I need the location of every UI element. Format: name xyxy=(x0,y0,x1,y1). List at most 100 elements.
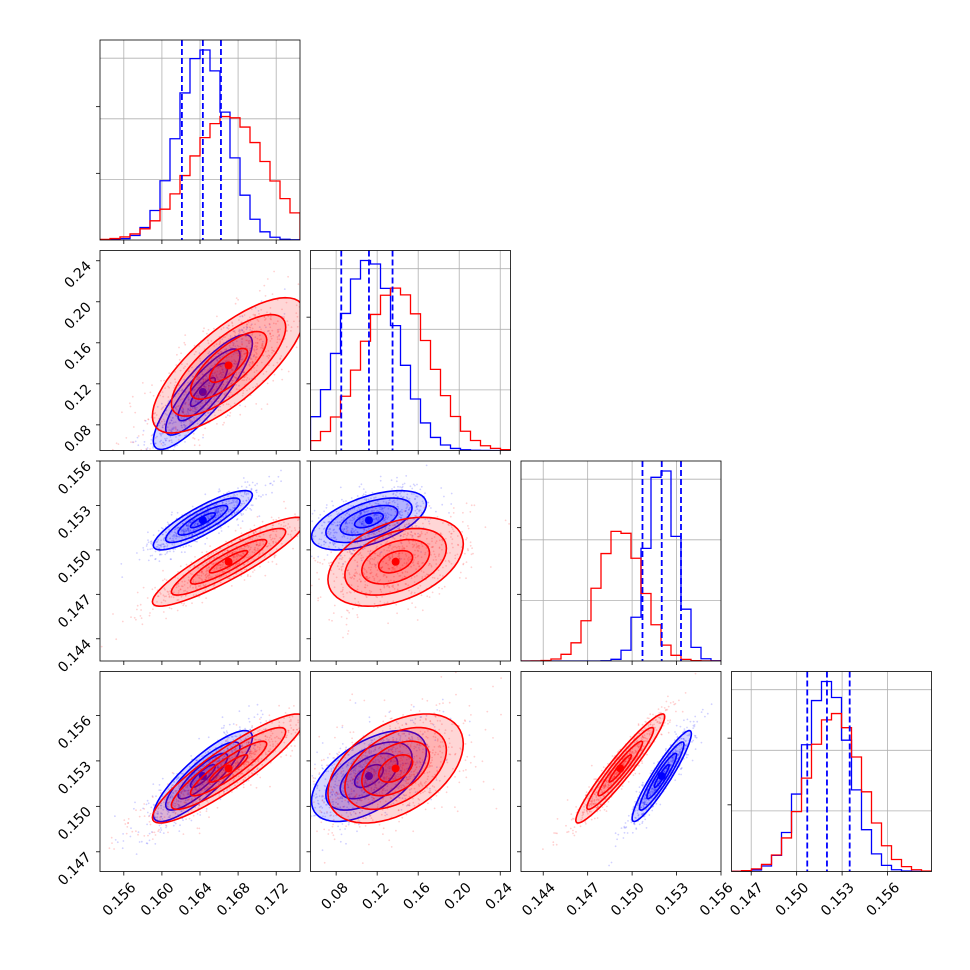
scatter-point xyxy=(149,391,152,394)
scatter-point xyxy=(260,408,263,410)
scatter-point xyxy=(249,575,252,578)
scatter-point xyxy=(362,264,364,266)
scatter-point xyxy=(227,373,230,376)
scatter-point xyxy=(362,488,365,490)
scatter-point xyxy=(177,438,180,441)
scatter-point xyxy=(147,559,150,562)
scatter-point xyxy=(134,472,136,474)
scatter-point xyxy=(150,442,152,445)
scatter-point xyxy=(315,510,317,512)
scatter-point xyxy=(249,728,252,731)
scatter-point xyxy=(348,611,351,614)
scatter-point xyxy=(420,485,423,488)
scatter-point xyxy=(140,459,142,461)
y-tick-label: 0.20 xyxy=(61,299,94,332)
scatter-point xyxy=(150,542,153,545)
scatter-point xyxy=(387,622,389,625)
scatter-point xyxy=(137,831,140,833)
scatter-point xyxy=(379,479,382,482)
scatter-point xyxy=(171,428,174,431)
scatter-point xyxy=(256,482,258,485)
scatter-point xyxy=(395,603,398,606)
scatter-point xyxy=(159,827,162,829)
scatter-point xyxy=(225,540,227,543)
scatter-point xyxy=(314,559,317,562)
scatter-point xyxy=(420,594,423,597)
scatter-point xyxy=(239,728,242,731)
scatter-point xyxy=(489,566,492,568)
scatter-point xyxy=(151,433,154,436)
scatter-point xyxy=(438,593,441,595)
scatter-point xyxy=(179,824,181,827)
scatter-point xyxy=(146,548,149,551)
scatter-point xyxy=(416,619,419,621)
scatter-point xyxy=(184,424,187,427)
scatter-point xyxy=(263,284,266,287)
scatter-point xyxy=(121,576,124,578)
scatter-point xyxy=(134,440,137,443)
scatter-point xyxy=(182,604,185,607)
scatter-point xyxy=(100,645,103,648)
scatter-point xyxy=(272,379,275,382)
scatter-point xyxy=(244,727,247,730)
scatter-point xyxy=(225,733,227,736)
scatter-point xyxy=(137,435,140,437)
scatter-point xyxy=(393,486,396,489)
scatter-point xyxy=(260,716,262,719)
scatter-point xyxy=(248,705,250,707)
scatter-point xyxy=(241,520,244,523)
scatter-point xyxy=(412,483,415,486)
scatter-point xyxy=(421,609,424,612)
y-tick-label: 0.16 xyxy=(61,340,94,373)
scatter-point xyxy=(193,444,196,447)
scatter-point xyxy=(351,607,354,610)
scatter-point xyxy=(125,437,128,439)
scatter-point xyxy=(258,289,261,292)
scatter-point xyxy=(362,528,365,531)
scatter-point xyxy=(140,470,142,472)
scatter-point xyxy=(152,783,155,785)
scatter-point xyxy=(443,585,446,588)
scatter-point xyxy=(160,456,162,458)
scatter-point xyxy=(310,584,313,587)
y-tick-label: 0.12 xyxy=(61,381,94,414)
scatter-point xyxy=(217,352,219,355)
scatter-point xyxy=(461,531,463,533)
scatter-point xyxy=(470,504,473,507)
scatter-point xyxy=(152,394,155,397)
scatter-point xyxy=(152,446,155,449)
scatter-point xyxy=(443,495,445,498)
scatter-point xyxy=(291,563,293,565)
scatter-point xyxy=(356,495,359,497)
scatter-point xyxy=(250,509,253,511)
scatter-point xyxy=(122,833,124,835)
scatter-point xyxy=(244,481,247,483)
scatter-point xyxy=(146,823,149,826)
scatter-point xyxy=(147,531,149,534)
scatter-point xyxy=(159,472,161,474)
scatter-point xyxy=(448,512,450,514)
scatter-point xyxy=(324,332,326,334)
scatter-point xyxy=(317,514,319,516)
scatter-point xyxy=(193,437,196,440)
scatter-point xyxy=(260,709,263,712)
scatter-point xyxy=(210,365,213,367)
scatter-point xyxy=(264,574,267,577)
scatter-point xyxy=(438,586,440,589)
scatter-point xyxy=(473,504,476,507)
scatter-point xyxy=(246,481,249,483)
scatter-point xyxy=(472,552,474,555)
scatter-point xyxy=(115,442,118,445)
scatter-point xyxy=(266,382,269,385)
scatter-point xyxy=(163,420,166,423)
scatter-point xyxy=(139,603,142,606)
scatter-point xyxy=(145,454,147,456)
scatter-point xyxy=(188,469,190,471)
scatter-point xyxy=(465,502,468,505)
scatter-point xyxy=(287,370,290,373)
scatter-point xyxy=(403,482,406,485)
scatter-point xyxy=(441,587,443,590)
scatter-point xyxy=(162,444,164,447)
scatter-point xyxy=(205,399,207,402)
scatter-point xyxy=(317,555,320,558)
